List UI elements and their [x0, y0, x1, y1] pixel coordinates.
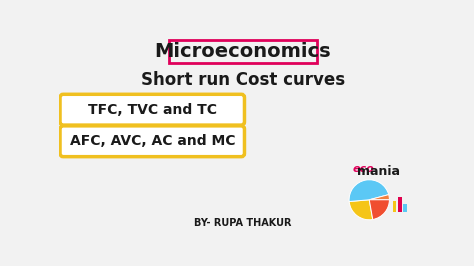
FancyBboxPatch shape: [60, 94, 245, 125]
Bar: [398, 197, 402, 212]
Bar: [392, 201, 396, 212]
Text: eco: eco: [352, 164, 374, 174]
Text: mania: mania: [357, 165, 400, 178]
Text: TFC, TVC and TC: TFC, TVC and TC: [88, 103, 217, 117]
Wedge shape: [369, 195, 390, 200]
Text: Short run Cost curves: Short run Cost curves: [141, 72, 345, 89]
Text: AFC, AVC, AC and MC: AFC, AVC, AC and MC: [70, 134, 235, 148]
Text: Microeconomics: Microeconomics: [155, 43, 331, 61]
Bar: [403, 204, 407, 212]
Wedge shape: [349, 200, 373, 220]
Wedge shape: [369, 200, 390, 219]
Text: BY- RUPA THAKUR: BY- RUPA THAKUR: [194, 218, 292, 228]
FancyBboxPatch shape: [169, 40, 317, 64]
Wedge shape: [349, 180, 389, 202]
FancyBboxPatch shape: [60, 126, 245, 157]
